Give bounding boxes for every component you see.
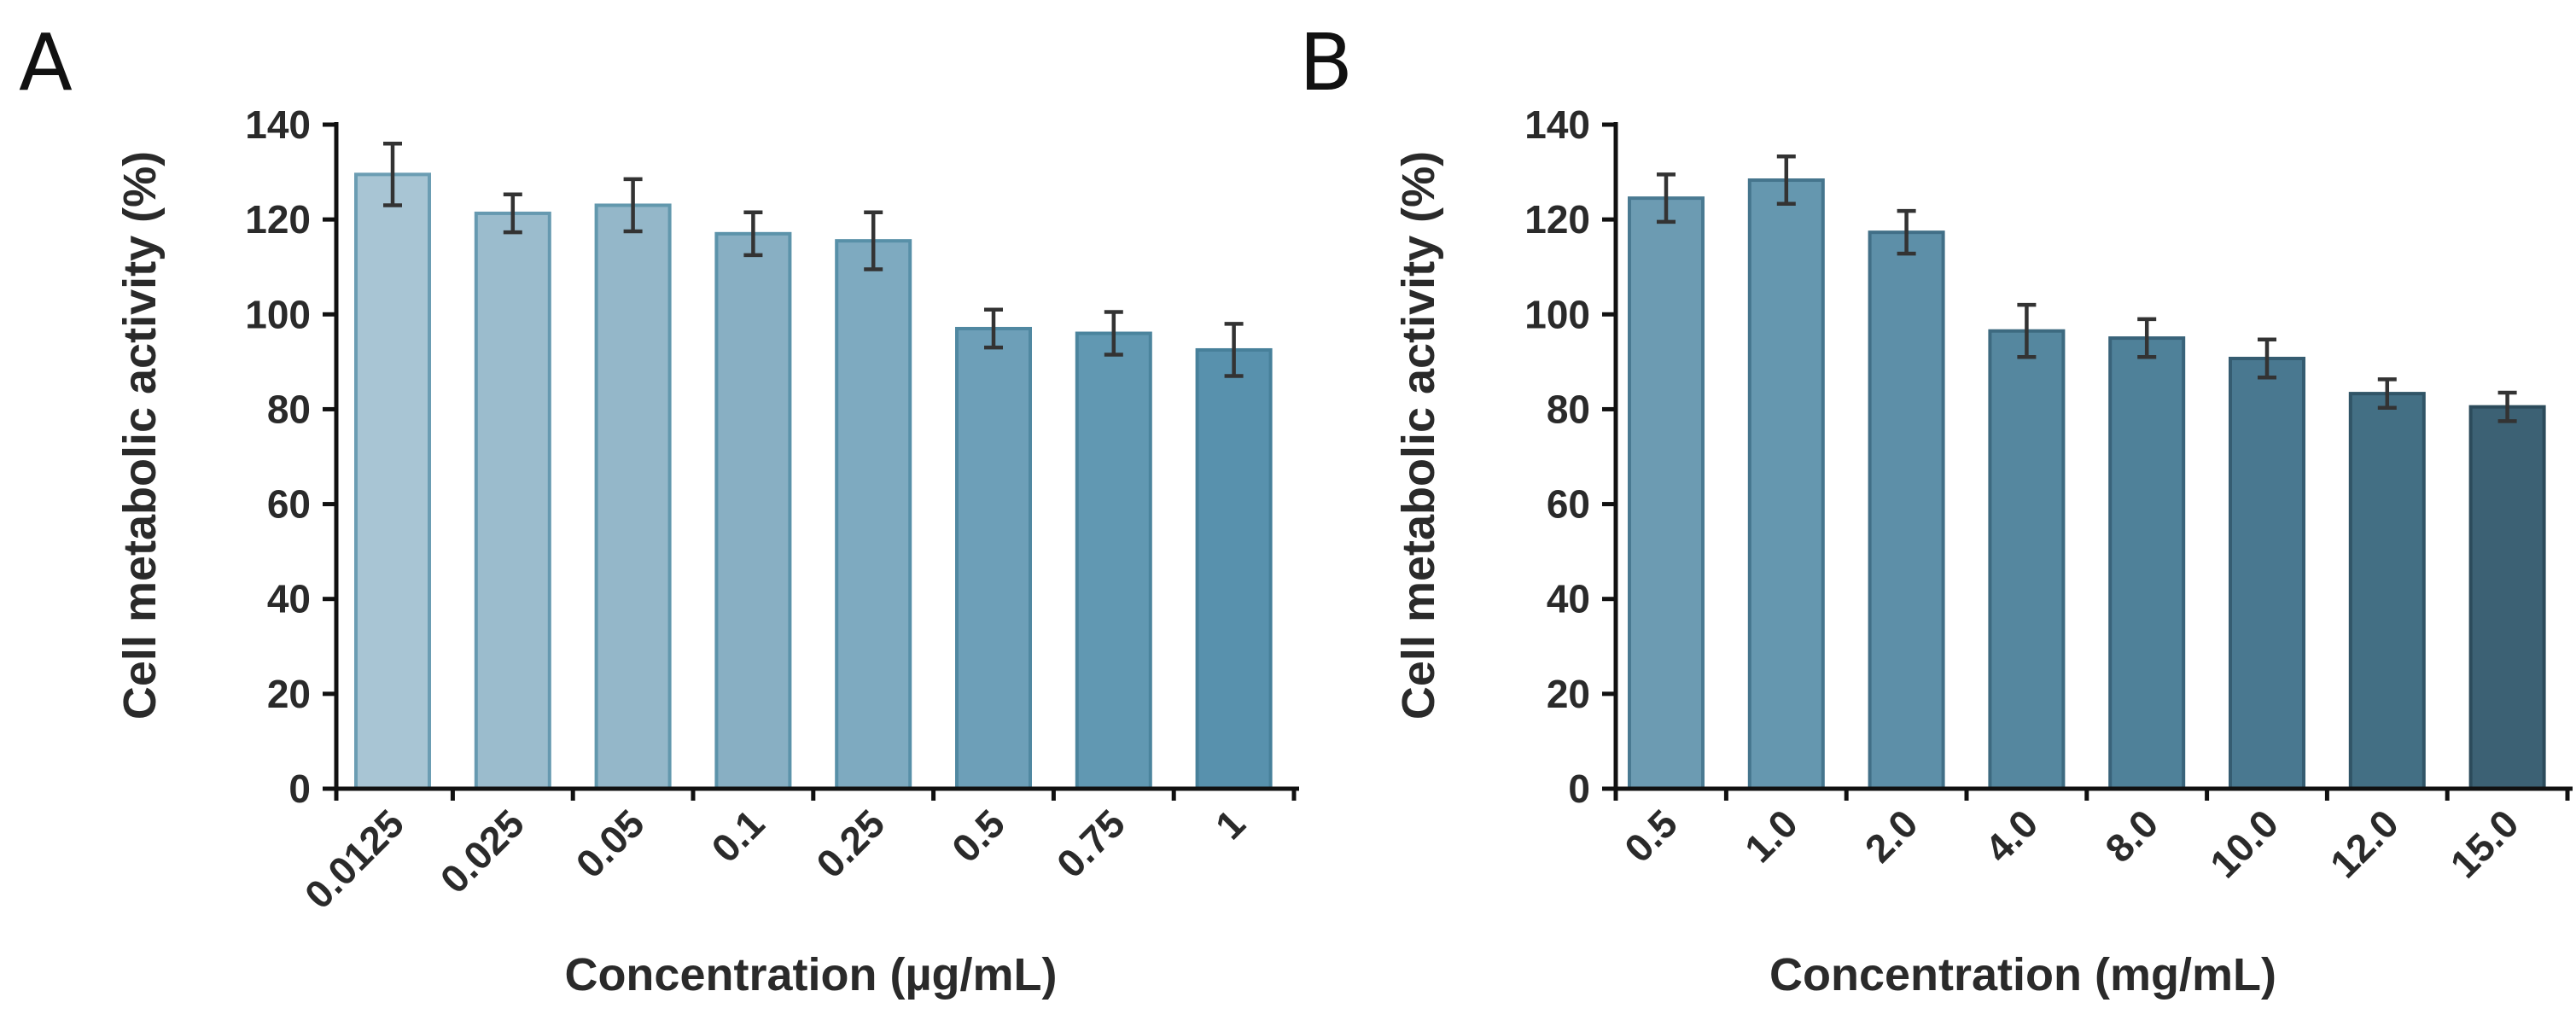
y-axis-ticks: 0 20 40 60 80 100 120 140 (245, 102, 336, 811)
bar (474, 211, 551, 790)
y-tick-label: 20 (267, 672, 311, 716)
x-tick-label: 15.0 (2442, 801, 2527, 886)
x-tick-label: 2.0 (1856, 801, 1926, 871)
error-bar (1224, 322, 1244, 378)
error-bar (2258, 337, 2276, 380)
bars (1628, 178, 2546, 791)
y-tick-label: 80 (1547, 387, 1590, 431)
error-bar (2497, 390, 2517, 423)
bar (2348, 392, 2426, 790)
y-tick-label: 20 (1547, 672, 1590, 716)
bar (354, 172, 431, 791)
x-tick-label: 0.25 (807, 801, 893, 886)
bar (1075, 331, 1152, 790)
x-tick-label: 12.0 (2322, 801, 2407, 886)
axes (1602, 122, 2573, 791)
axes (323, 122, 1299, 791)
bar (1747, 178, 1825, 791)
x-axis-title: Concentration (µg/mL) (564, 949, 1057, 1000)
x-tick-label: 0.5 (1616, 801, 1686, 871)
y-tick-label: 0 (1568, 767, 1590, 811)
y-tick-label: 100 (245, 292, 311, 336)
x-tick-label: 0.0125 (296, 801, 412, 917)
error-bar (2137, 317, 2157, 359)
bar (2108, 336, 2186, 791)
error-bar (743, 210, 763, 258)
error-bar (503, 192, 522, 235)
bar (1195, 347, 1273, 790)
error-bars (1657, 154, 2517, 423)
x-tick-label: 0.75 (1048, 801, 1134, 886)
bar (2229, 356, 2305, 790)
x-tick-label: 1.0 (1736, 801, 1806, 871)
panel-b: B 0 20 40 60 80 100 120 140 0.5 1.0 2.0 4.0 8.0 10.0… (1299, 17, 2573, 1000)
error-bar (383, 141, 402, 207)
error-bar (1897, 208, 1916, 256)
x-tick-label: 1 (1207, 801, 1254, 848)
y-axis-title: Cell metabolic activity (%) (1393, 151, 1444, 720)
x-tick-label: 0.5 (943, 801, 1013, 871)
y-tick-label: 40 (1547, 577, 1590, 621)
y-axis-ticks: 0 20 40 60 80 100 120 140 (1524, 102, 1616, 811)
panel-letter-b: B (1299, 17, 1353, 108)
bar (835, 239, 912, 790)
x-tick-label: 8.0 (2096, 801, 2166, 871)
y-tick-label: 140 (1524, 102, 1590, 147)
error-bar (1657, 172, 1676, 224)
y-tick-label: 80 (267, 387, 311, 431)
x-tick-label: 10.0 (2201, 801, 2287, 886)
bar (714, 231, 792, 791)
bars (354, 172, 1273, 791)
bar (955, 326, 1032, 790)
y-axis-title: Cell metabolic activity (%) (114, 151, 166, 720)
x-tick-label: 0.05 (568, 801, 653, 886)
y-tick-label: 140 (245, 102, 311, 147)
error-bar (864, 210, 883, 271)
y-tick-label: 60 (267, 482, 311, 527)
error-bar (1776, 154, 1796, 207)
x-tick-label: 0.1 (702, 801, 772, 871)
error-bar (623, 177, 643, 234)
y-tick-label: 0 (288, 767, 311, 811)
x-tick-label: 0.025 (432, 801, 533, 901)
error-bar (2017, 302, 2037, 359)
error-bar (2377, 377, 2397, 411)
y-tick-label: 120 (1524, 197, 1590, 242)
bar (1868, 230, 1945, 790)
x-axis-ticks: 0.5 1.0 2.0 4.0 8.0 10.0 12.0 15.0 (1613, 789, 2570, 886)
y-tick-label: 40 (267, 577, 311, 621)
x-tick-label: 4.0 (1976, 801, 2046, 871)
error-bar (984, 307, 1003, 350)
bar (1988, 329, 2066, 790)
bar (1628, 196, 1705, 790)
y-tick-label: 60 (1547, 482, 1590, 527)
bar (594, 203, 672, 790)
y-tick-label: 120 (245, 197, 311, 242)
panel-letter-a: A (19, 17, 73, 108)
error-bars (383, 141, 1244, 378)
x-axis-ticks: 0.0125 0.025 0.05 0.1 0.25 0.5 0.75 1 (296, 789, 1297, 918)
x-axis-title: Concentration (mg/mL) (1769, 949, 2276, 1000)
error-bar (1104, 310, 1123, 357)
bar (2468, 405, 2546, 790)
y-tick-label: 100 (1524, 292, 1590, 336)
